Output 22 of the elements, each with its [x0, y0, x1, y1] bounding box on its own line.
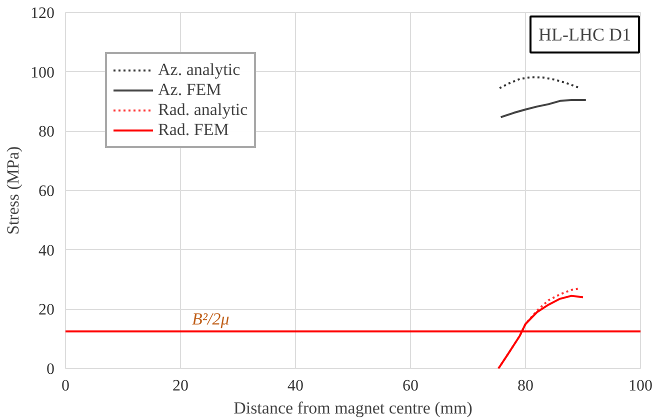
y-tick-label: 20	[38, 302, 54, 319]
y-tick-label: 100	[30, 64, 54, 82]
y-axis-title: Stress (MPa)	[4, 146, 22, 235]
annotation: HL-LHC D1	[538, 24, 631, 44]
ref-line-label: B²/2μ	[192, 309, 230, 328]
y-tick-label: 60	[38, 183, 54, 200]
line-series	[500, 99, 587, 118]
y-tick-label: 0	[46, 361, 54, 378]
x-tick-label: 40	[288, 378, 304, 394]
y-tick-label: 120	[30, 5, 54, 22]
y-tick-label: 80	[38, 124, 54, 141]
x-tick-label: 80	[518, 378, 534, 394]
x-axis-title: Distance from magnet centre (mm)	[234, 398, 472, 418]
legend-label: Rad. FEM	[158, 120, 229, 140]
legend-label: Az. FEM	[158, 80, 222, 100]
legend-label: Rad. analytic	[158, 100, 248, 120]
x-tick-label: 100	[628, 378, 652, 394]
x-tick-label: 20	[172, 378, 188, 394]
legend-label: Az. analytic	[158, 60, 240, 80]
x-tick-label: 60	[402, 378, 418, 394]
y-tick-label: 40	[38, 242, 54, 260]
x-tick-label: 0	[62, 378, 70, 394]
